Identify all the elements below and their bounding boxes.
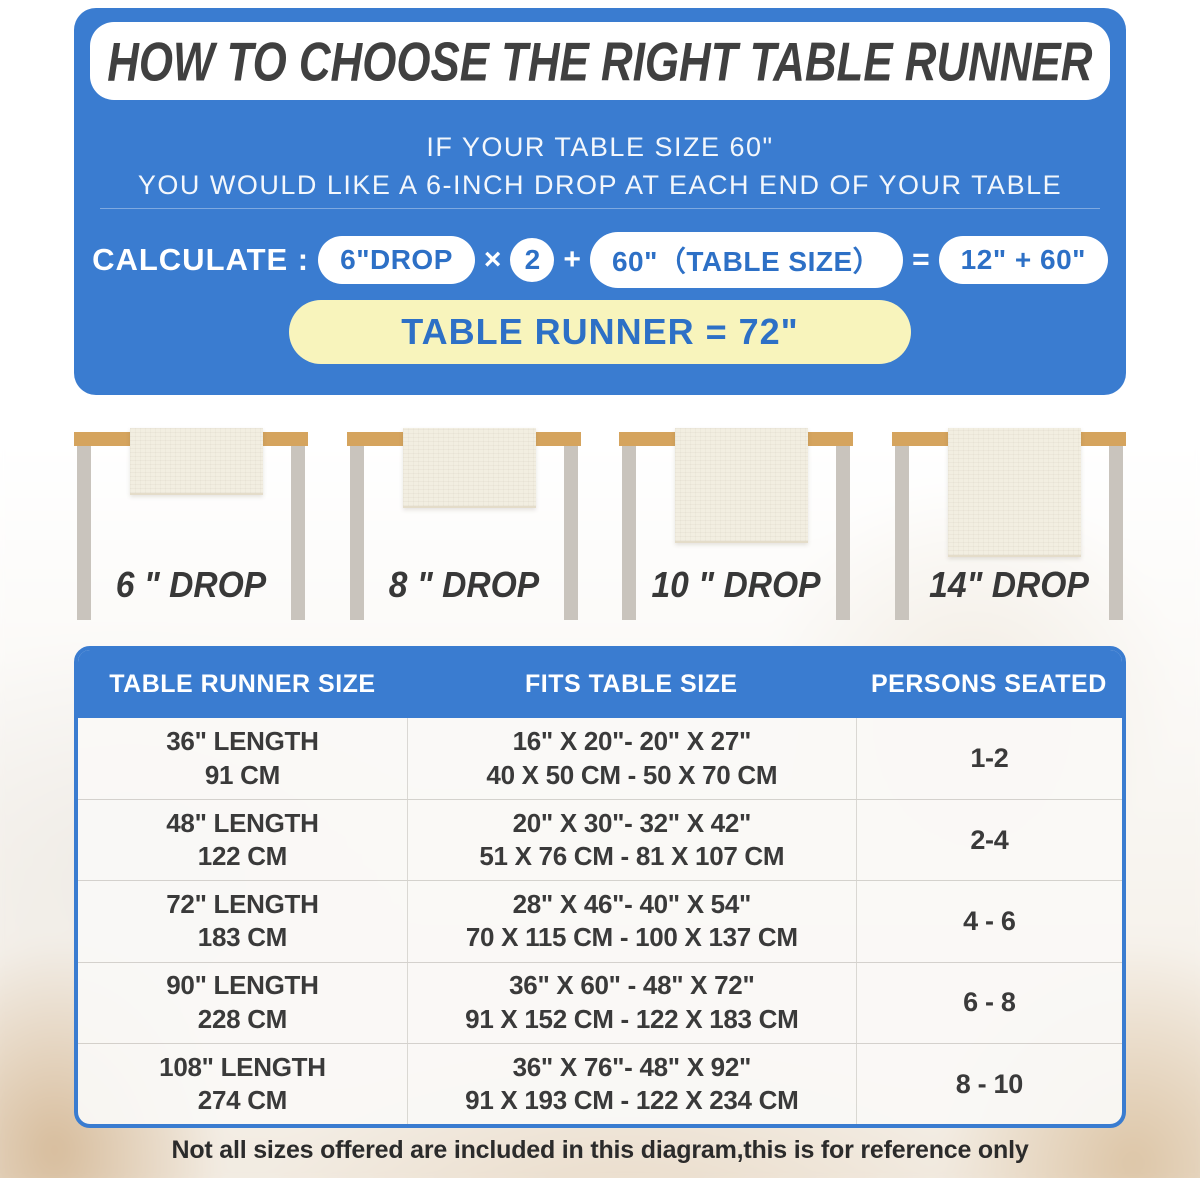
table-row: 48" LENGTH 122 CM 20" X 30"- 32" X 42" 5… [78, 799, 1122, 881]
persons-cell: 4 - 6 [855, 881, 1122, 962]
length-inches: 48" LENGTH [166, 808, 319, 839]
runner-result-pill: TABLE RUNNER = 72" [289, 300, 911, 364]
size-chart: TABLE RUNNER SIZE FITS TABLE SIZE PERSON… [74, 646, 1126, 1128]
persons-cell: 2-4 [855, 800, 1122, 881]
table-leg [349, 446, 364, 620]
table-leg [77, 446, 91, 620]
size-chart-body: 36" LENGTH 91 CM 16" X 20"- 20" X 27" 40… [78, 718, 1122, 1124]
table-row: 90" LENGTH 228 CM 36" X 60" - 48" X 72" … [78, 961, 1122, 1043]
length-inches: 108" LENGTH [159, 1051, 326, 1082]
drop-figure-10in: 10 " DROP [619, 428, 854, 628]
table-row: 108" LENGTH 274 CM 36" X 76"- 48" X 92" … [78, 1042, 1122, 1124]
table-leg [894, 446, 909, 620]
table-runner [947, 428, 1081, 557]
length-inches: 90" LENGTH [166, 970, 319, 1001]
fits-cm: 91 X 152 CM - 122 X 183 CM [465, 1003, 799, 1034]
drop-label: 10 " DROP [651, 565, 821, 606]
title-box: HOW TO CHOOSE THE RIGHT TABLE RUNNER [90, 22, 1110, 100]
table-runner [402, 428, 536, 508]
subtitle-line-2: YOU WOULD LIKE A 6-INCH DROP AT EACH END… [137, 170, 1063, 200]
drop-figure-6in: 6 " DROP [74, 428, 308, 628]
fits-cm: 91 X 193 CM - 122 X 234 CM [465, 1084, 799, 1115]
fits-size-cell: 36" X 60" - 48" X 72" 91 X 152 CM - 122 … [406, 962, 856, 1043]
fits-size-cell: 20" X 30"- 32" X 42" 51 X 76 CM - 81 X 1… [406, 800, 856, 881]
fits-cm: 70 X 115 CM - 100 X 137 CM [465, 922, 798, 953]
calculation-row: CALCULATE : 6"DROP × 2 + 60"（TABLE SIZE）… [74, 230, 1126, 290]
fits-cm: 51 X 76 CM - 81 X 107 CM [479, 841, 785, 872]
times-operator: × [483, 243, 502, 276]
hero-divider [100, 208, 1100, 209]
fits-size-cell: 28" X 46"- 40" X 54" 70 X 115 CM - 100 X… [406, 881, 856, 962]
runner-size-cell: 90" LENGTH 228 CM [78, 963, 407, 1043]
table-size-pill: 60"（TABLE SIZE） [589, 232, 904, 288]
page-title: HOW TO CHOOSE THE RIGHT TABLE RUNNER [107, 30, 1093, 92]
persons-cell: 6 - 8 [855, 962, 1122, 1043]
length-inches: 72" LENGTH [166, 889, 319, 920]
table-leg [1108, 446, 1123, 620]
column-header-runner-size: TABLE RUNNER SIZE [109, 669, 376, 698]
fits-cm: 40 X 50 CM - 50 X 70 CM [486, 759, 778, 790]
runner-size-cell: 72" LENGTH 183 CM [78, 881, 407, 961]
column-header-persons: PERSONS SEATED [871, 669, 1107, 698]
sum-pill: 12" + 60" [938, 236, 1108, 284]
header-panel: HOW TO CHOOSE THE RIGHT TABLE RUNNER IF … [74, 8, 1126, 395]
table-leg [563, 446, 578, 620]
length-cm: 122 CM [197, 841, 288, 872]
length-cm: 183 CM [197, 922, 288, 953]
length-inches: 36" LENGTH [166, 726, 319, 757]
fits-inches: 36" X 76"- 48" X 92" [512, 1051, 752, 1082]
fits-size-cell: 16" X 20"- 20" X 27" 40 X 50 CM - 50 X 7… [406, 718, 856, 800]
table-row: 36" LENGTH 91 CM 16" X 20"- 20" X 27" 40… [78, 718, 1122, 800]
fits-inches: 20" X 30"- 32" X 42" [512, 808, 752, 839]
drop-label: 8 " DROP [388, 565, 539, 606]
runner-size-cell: 108" LENGTH 274 CM [78, 1044, 407, 1124]
multiplier-circle: 2 [510, 238, 555, 282]
drop-figures-row: 6 " DROP 8 " DROP 10 " DROP 14" DROP [74, 428, 1126, 628]
column-header-fits-size: FITS TABLE SIZE [525, 669, 738, 698]
reference-note: Not all sizes offered are included in th… [171, 1136, 1029, 1164]
runner-size-cell: 36" LENGTH 91 CM [78, 718, 407, 799]
length-cm: 228 CM [197, 1003, 288, 1034]
persons-cell: 8 - 10 [855, 1043, 1122, 1124]
drop-figure-8in: 8 " DROP [346, 428, 581, 628]
fits-inches: 28" X 46"- 40" X 54" [512, 889, 752, 920]
table-leg [291, 446, 305, 620]
table-runner [130, 428, 263, 495]
size-chart-header: TABLE RUNNER SIZE FITS TABLE SIZE PERSON… [78, 650, 1122, 718]
fits-size-cell: 36" X 76"- 48" X 92" 91 X 193 CM - 122 X… [406, 1043, 856, 1124]
persons-cell: 1-2 [855, 718, 1122, 800]
drop-label: 14" DROP [929, 565, 1089, 606]
drop-value-pill: 6"DROP [318, 236, 475, 284]
fits-inches: 16" X 20"- 20" X 27" [512, 726, 752, 757]
table-runner [675, 428, 809, 543]
table-row: 72" LENGTH 183 CM 28" X 46"- 40" X 54" 7… [78, 880, 1122, 962]
subtitle-line-1: IF YOUR TABLE SIZE 60" [426, 132, 774, 162]
table-leg [622, 446, 637, 620]
length-cm: 274 CM [197, 1084, 288, 1115]
equals-operator: = [912, 243, 930, 276]
drop-figure-14in: 14" DROP [891, 428, 1126, 628]
table-leg [836, 446, 851, 620]
drop-label: 6 " DROP [115, 565, 267, 606]
calculate-label: CALCULATE : [92, 242, 310, 277]
plus-operator: + [563, 243, 581, 276]
length-cm: 91 CM [204, 759, 280, 790]
fits-inches: 36" X 60" - 48" X 72" [509, 970, 755, 1001]
runner-size-cell: 48" LENGTH 122 CM [78, 800, 407, 880]
